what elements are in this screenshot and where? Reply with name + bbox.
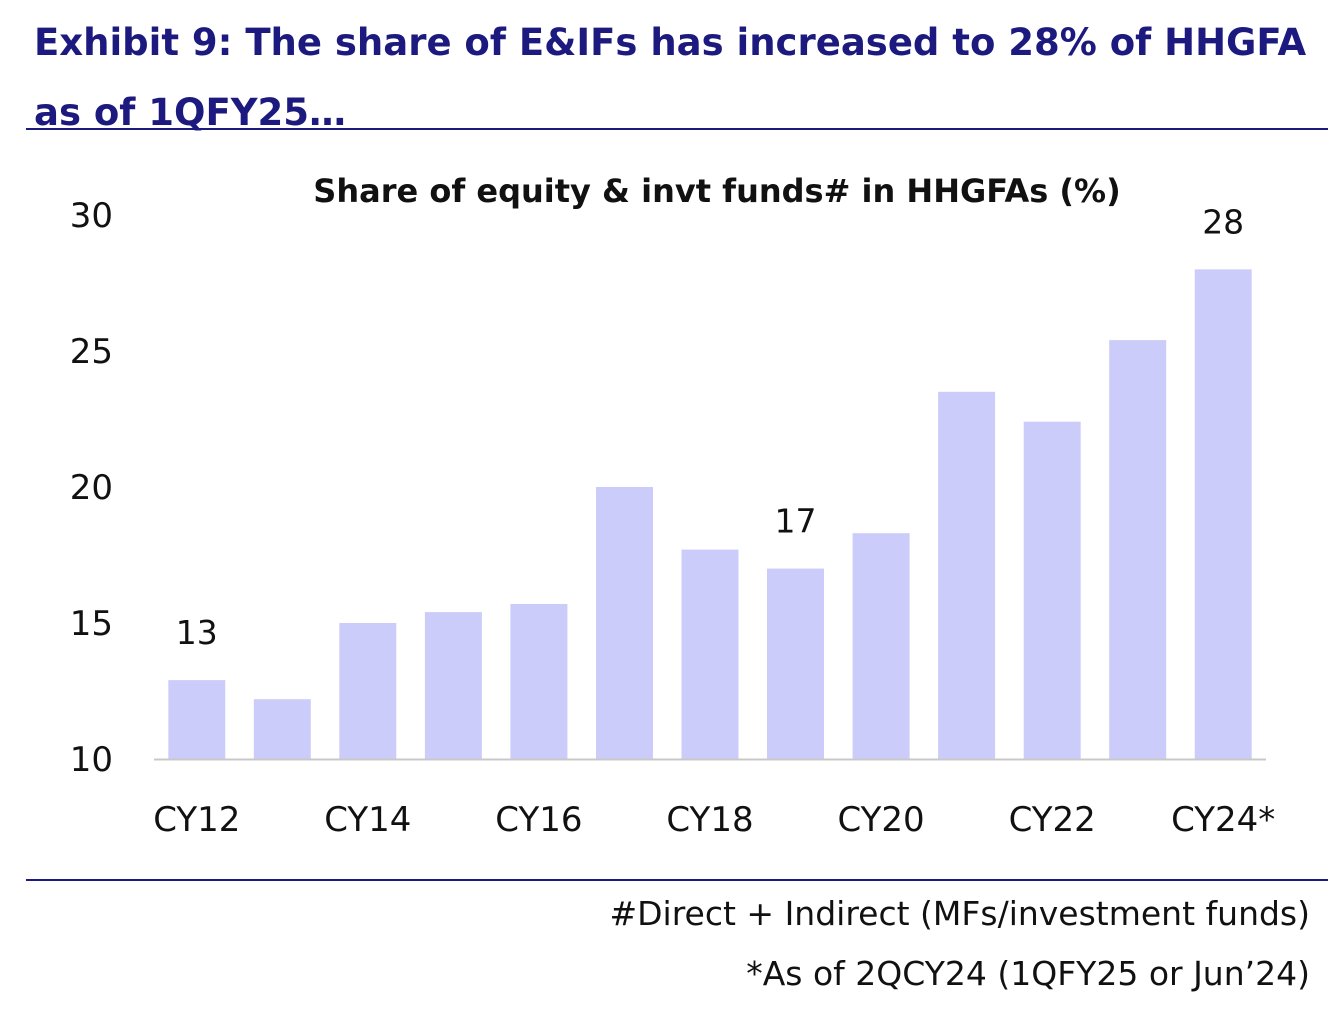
- y-tick-label: 15: [70, 604, 113, 644]
- bar-cy20: [852, 533, 910, 759]
- x-tick-label: CY14: [324, 800, 411, 840]
- y-tick-label: 20: [70, 468, 113, 508]
- x-tick-label: CY18: [666, 800, 753, 840]
- bars-group: [168, 269, 1252, 759]
- bar-cy24: [1194, 269, 1252, 759]
- bar-cy21: [938, 391, 996, 759]
- bar-chart: Share of equity & invt funds# in HHGFAs …: [70, 172, 1276, 840]
- data-label: 17: [775, 502, 817, 541]
- x-tick-label: CY20: [838, 800, 925, 840]
- chart-title: Share of equity & invt funds# in HHGFAs …: [313, 172, 1120, 210]
- x-tick-label: CY16: [495, 800, 582, 840]
- x-axis: CY12 CY14 CY16 CY18 CY20 CY22 CY24*: [153, 758, 1275, 840]
- bar-cy23: [1109, 340, 1167, 759]
- y-tick-label: 25: [70, 332, 113, 372]
- x-tick-label: CY12: [153, 800, 240, 840]
- bar-cy15: [424, 612, 482, 759]
- footnote-as-of-date: *As of 2QCY24 (1QFY25 or Jun’24): [746, 954, 1310, 993]
- data-labels-group: 13 17 28: [176, 202, 1244, 652]
- data-label: 28: [1202, 202, 1244, 241]
- title-divider: [26, 128, 1328, 130]
- y-tick-label: 30: [70, 196, 113, 236]
- bar-cy14: [339, 623, 397, 759]
- data-label: 13: [176, 613, 218, 652]
- y-axis: 10 15 20 25 30: [70, 196, 113, 780]
- bar-cy16: [510, 604, 568, 759]
- x-tick-label: CY22: [1009, 800, 1096, 840]
- exhibit-title: Exhibit 9: The share of E&IFs has increa…: [34, 21, 1307, 134]
- bar-cy17: [596, 487, 653, 759]
- footnote-direct-indirect: #Direct + Indirect (MFs/investment funds…: [609, 894, 1310, 933]
- y-tick-label: 10: [70, 740, 113, 780]
- bar-cy19: [767, 568, 824, 759]
- x-tick-label: CY24*: [1171, 800, 1275, 840]
- bar-cy18: [681, 549, 739, 759]
- footnote-divider: [26, 879, 1328, 881]
- bar-cy22: [1023, 421, 1081, 759]
- bar-cy13: [253, 699, 311, 759]
- bar-cy12: [168, 680, 226, 759]
